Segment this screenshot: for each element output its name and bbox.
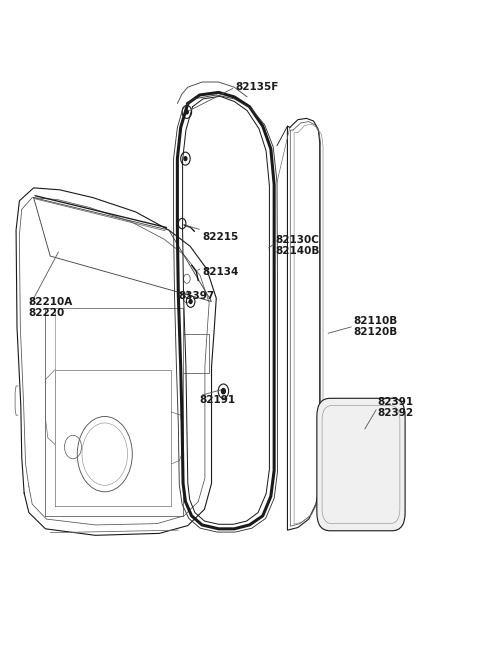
Text: 82392: 82392 (378, 408, 414, 419)
Text: 83397: 83397 (179, 291, 215, 301)
Text: 82134: 82134 (202, 267, 239, 277)
Text: 82135F: 82135F (235, 83, 278, 92)
Text: 82210A: 82210A (29, 297, 73, 307)
Circle shape (185, 110, 188, 114)
Text: 82120B: 82120B (354, 327, 398, 337)
Circle shape (221, 388, 225, 394)
Text: 82191: 82191 (200, 395, 236, 405)
Text: 82140B: 82140B (276, 246, 320, 256)
FancyBboxPatch shape (317, 398, 405, 531)
Circle shape (189, 299, 192, 303)
Text: 82110B: 82110B (354, 316, 398, 326)
Circle shape (184, 157, 187, 160)
Text: 82220: 82220 (29, 309, 65, 318)
Text: 82391: 82391 (378, 397, 414, 407)
Text: 82130C: 82130C (276, 235, 320, 245)
Text: 82215: 82215 (202, 232, 238, 242)
